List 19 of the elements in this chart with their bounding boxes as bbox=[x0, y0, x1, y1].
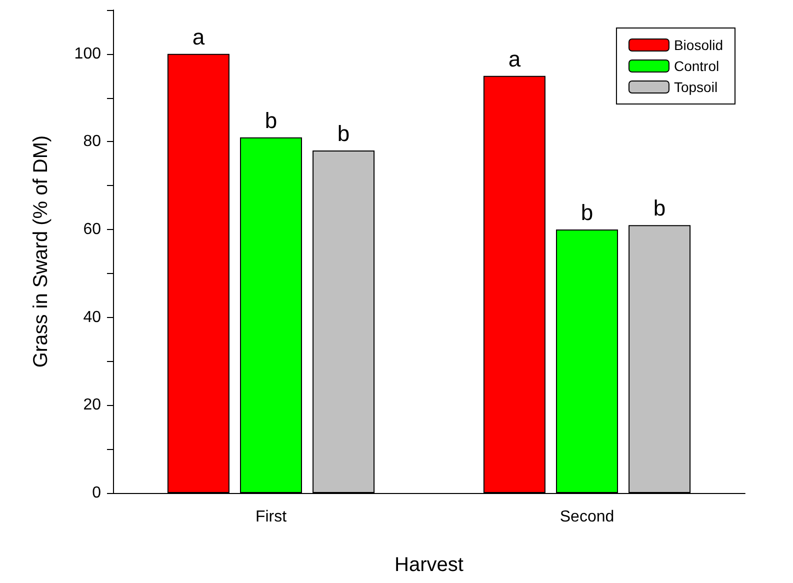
x-tick-label: Second bbox=[560, 508, 614, 526]
y-tick-label: 20 bbox=[83, 396, 102, 414]
x-axis-title: Harvest bbox=[394, 554, 464, 576]
x-tick-label: First bbox=[255, 508, 288, 526]
y-tick-label: 0 bbox=[92, 484, 102, 502]
data-label: b bbox=[653, 196, 666, 221]
y-tick-label: 60 bbox=[83, 221, 102, 238]
y-tick-label: 40 bbox=[83, 308, 102, 326]
data-label: a bbox=[508, 46, 522, 72]
legend-label: Biosolid bbox=[674, 37, 724, 53]
legend-label: Control bbox=[674, 58, 720, 74]
y-tick-label: 80 bbox=[83, 133, 102, 150]
data-label: b bbox=[337, 121, 350, 146]
y-tick-label: 100 bbox=[74, 45, 102, 62]
data-label: b bbox=[264, 108, 278, 133]
data-label: b bbox=[580, 200, 594, 226]
data-label: a bbox=[192, 24, 206, 50]
legend-label: Topsoil bbox=[674, 79, 718, 95]
y-axis-title: Grass in Sward (% of DM) bbox=[30, 135, 52, 368]
